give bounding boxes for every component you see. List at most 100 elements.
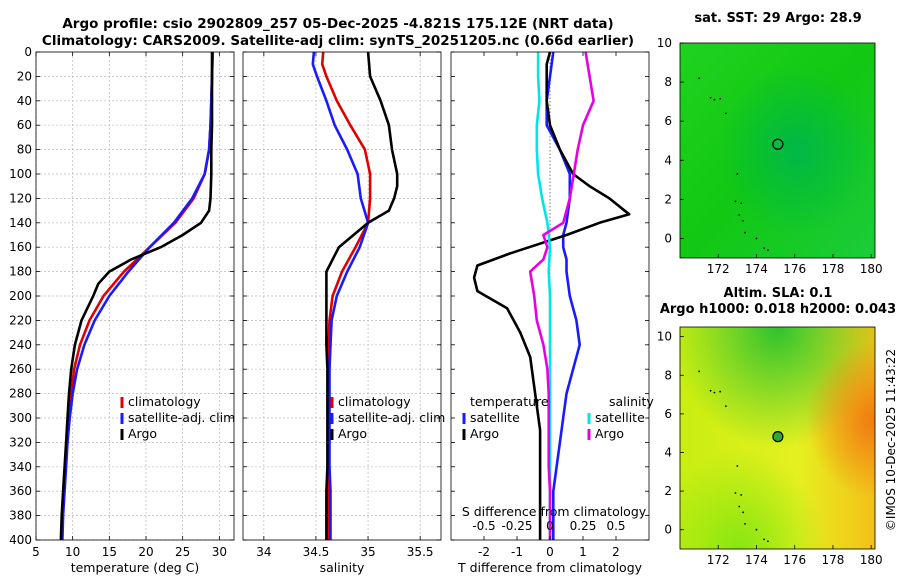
legend-label: Argo xyxy=(128,426,157,441)
y-tick-label: 360 xyxy=(9,484,32,498)
x-tick-label: 35.5 xyxy=(407,545,434,559)
map-y-tick-label: 10 xyxy=(657,36,672,50)
x-tick-label: -2 xyxy=(478,545,490,559)
island-dot xyxy=(755,528,758,531)
x2-tick-label: -0.5 xyxy=(472,519,495,533)
island-dot xyxy=(736,465,739,467)
island-dot xyxy=(734,492,737,494)
island-dot xyxy=(698,370,701,373)
map-y-tick-label: 4 xyxy=(664,445,672,459)
copyright-label: ©IMOS 10-Dec-2025 11:43:22 xyxy=(884,349,898,531)
y-tick-label: 320 xyxy=(9,435,32,449)
map-y-tick-label: 0 xyxy=(664,231,672,245)
y-tick-label: 300 xyxy=(9,411,32,425)
y-tick-label: 240 xyxy=(9,338,32,352)
map-x-tick-label: 176 xyxy=(783,262,806,276)
legend-label: satellite xyxy=(595,410,645,425)
y-tick-label: 260 xyxy=(9,362,32,376)
y-tick-label: 60 xyxy=(17,118,32,132)
legend-label: Argo xyxy=(595,426,624,441)
island-dot xyxy=(738,214,741,216)
island-dot xyxy=(713,98,716,101)
map-y-tick-label: 6 xyxy=(664,407,672,421)
island-dot xyxy=(744,231,746,234)
map-x-tick-label: 172 xyxy=(707,553,730,567)
figure-title-line1: Argo profile: csio 2902809_257 05-Dec-20… xyxy=(62,16,613,32)
map-y-tick-label: 8 xyxy=(664,368,672,382)
x-tick-label: 35 xyxy=(360,545,375,559)
y-tick-label: 40 xyxy=(17,94,32,108)
map-x-tick-label: 178 xyxy=(821,553,844,567)
legend-label: satellite xyxy=(470,410,520,425)
map-y-tick-label: 10 xyxy=(657,330,672,344)
x-tick-label: 1 xyxy=(579,545,587,559)
y-tick-label: 100 xyxy=(9,167,32,181)
map-y-tick-label: 6 xyxy=(664,114,672,128)
legend-label: Argo xyxy=(338,426,367,441)
y-tick-label: 180 xyxy=(9,265,32,279)
island-dot xyxy=(724,112,727,115)
series-line-temperature-argo xyxy=(472,51,631,540)
legend-label: Argo xyxy=(470,426,499,441)
island-dot xyxy=(713,391,716,394)
x-tick-label: 25 xyxy=(175,545,190,559)
legend-label: satellite-adj. clim xyxy=(338,410,445,425)
island-dot xyxy=(742,511,744,514)
map-x-tick-label: 174 xyxy=(745,262,768,276)
island-dot xyxy=(740,202,743,205)
x-tick-label: 20 xyxy=(138,545,153,559)
island-dot xyxy=(763,538,766,541)
x2-tick-label: 0.25 xyxy=(570,519,597,533)
y-tick-label: 0 xyxy=(24,45,32,59)
island-dot xyxy=(763,247,766,250)
x-tick-label: -1 xyxy=(511,545,523,559)
map-y-tick-label: 0 xyxy=(664,523,672,537)
x-tick-label: 2 xyxy=(612,545,620,559)
series-line-salinity-argo xyxy=(528,51,595,540)
x-tick-label: 34.5 xyxy=(303,545,330,559)
sla-map-title: Altim. SLA: 0.1 xyxy=(724,286,833,301)
sla-map-islands xyxy=(698,370,769,543)
island-dot xyxy=(740,494,743,496)
figure-title-line2: Climatology: CARS2009. Satellite-adj cli… xyxy=(42,33,634,49)
x-axis-label: temperature (deg C) xyxy=(71,560,200,575)
island-dot xyxy=(709,96,712,99)
sst-map-title: sat. SST: 29 Argo: 28.9 xyxy=(694,11,861,26)
series-line-argo xyxy=(325,51,399,540)
island-dot xyxy=(767,249,769,252)
legend-label: climatology xyxy=(338,394,411,409)
y-tick-label: 280 xyxy=(9,387,32,401)
sst-map-field-shade xyxy=(680,43,875,258)
island-dot xyxy=(744,523,746,525)
map-y-tick-label: 8 xyxy=(664,75,672,89)
series-line-satellite-adj-clim xyxy=(61,51,214,541)
series-line-argo xyxy=(59,52,214,541)
x2-tick-label: 0.5 xyxy=(606,519,625,533)
y-tick-label: 340 xyxy=(9,460,32,474)
map-y-tick-label: 4 xyxy=(664,153,672,167)
map-x-tick-label: 172 xyxy=(707,262,730,276)
x-tick-label: 5 xyxy=(32,545,40,559)
y-tick-label: 20 xyxy=(17,69,32,83)
map-x-tick-label: 180 xyxy=(860,262,883,276)
sst-map: 172 174 176 178 180 0 2 4 6 8 10 xyxy=(657,36,883,276)
map-y-tick-label: 2 xyxy=(664,192,672,206)
y-tick-label: 160 xyxy=(9,240,32,254)
island-dot xyxy=(755,237,758,240)
map-y-tick-label: 2 xyxy=(664,484,672,498)
x-axis-label: salinity xyxy=(320,560,365,575)
legend-label: climatology xyxy=(128,394,201,409)
y-tick-label: 380 xyxy=(9,509,32,523)
legend-heading-temperature: temperature xyxy=(470,394,549,409)
temperature-panel: 5 10 15 20 25 3002040608010012014016018020022… xyxy=(9,45,235,575)
y-tick-label: 400 xyxy=(9,533,32,547)
island-dot xyxy=(724,405,727,408)
x2-tick-label: -0.25 xyxy=(501,519,532,533)
map-x-tick-label: 178 xyxy=(821,262,844,276)
island-dot xyxy=(709,389,712,392)
island-dot xyxy=(767,540,769,543)
difference-panel: -2 -1 0 1 2 -0.5 -0.25 0 0.25 0.5 T difference fro… xyxy=(450,51,654,575)
island-dot xyxy=(736,173,739,175)
x-axis-label: T difference from climatology xyxy=(457,560,643,575)
